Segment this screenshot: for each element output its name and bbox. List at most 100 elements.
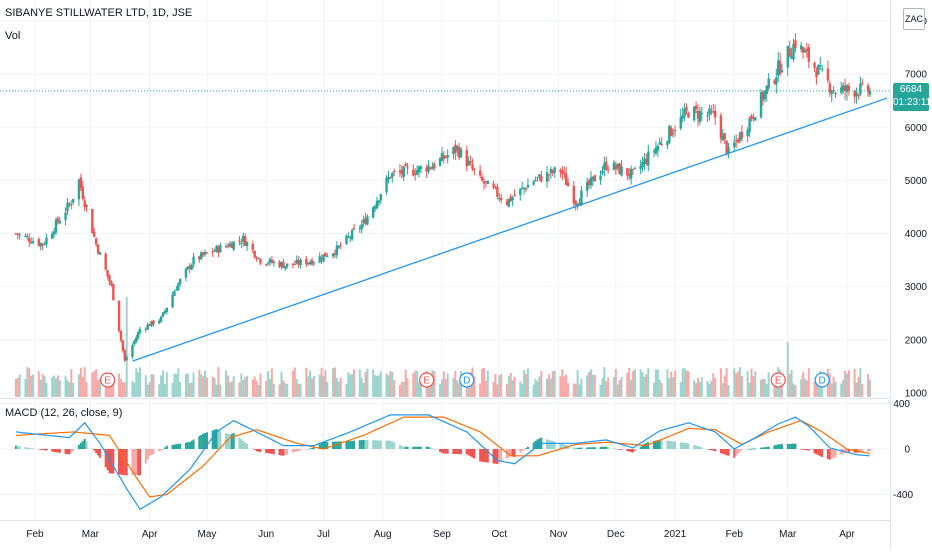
macd-histogram-bar: [79, 442, 82, 449]
volume-bar: [433, 371, 436, 397]
macd-histogram-bar: [867, 449, 870, 452]
volume-bar: [748, 382, 751, 397]
volume-bar: [721, 383, 724, 397]
macd-histogram-bar: [708, 449, 711, 450]
volume-bar: [77, 374, 80, 397]
volume-bar: [332, 368, 335, 397]
candle-body: [43, 243, 46, 245]
time-tick-label: Dec: [607, 529, 625, 540]
volume-bar: [737, 371, 740, 397]
candle-body: [706, 115, 709, 117]
volume-bar: [179, 381, 182, 397]
volume-bar: [372, 369, 375, 397]
macd-histogram-bar: [177, 443, 180, 449]
volume-bar: [171, 382, 174, 397]
time-tick-label: Mar: [779, 529, 797, 540]
candle-body: [765, 85, 768, 95]
volume-bar: [746, 370, 749, 397]
candle-body: [349, 237, 352, 239]
macd-histogram-bar: [605, 446, 608, 449]
candle-body: [639, 165, 642, 170]
volume-bar: [58, 380, 61, 397]
candle-body: [572, 185, 575, 204]
candle-body: [108, 275, 111, 282]
macd-histogram-bar: [238, 437, 241, 449]
macd-histogram-bar: [202, 433, 205, 449]
macd-label: MACD (12, 26, close, 9): [5, 407, 123, 419]
macd-histogram-bar: [213, 429, 216, 449]
candle-body: [645, 159, 648, 164]
candle-body: [631, 168, 635, 170]
volume-bar: [559, 376, 562, 397]
volume-bar: [712, 373, 715, 397]
volume-bar: [291, 371, 294, 397]
volume-bar: [727, 384, 730, 397]
candle-body: [618, 163, 621, 175]
macd-histogram-bar: [230, 433, 233, 449]
volume-bar: [278, 384, 281, 397]
macd-histogram-bar: [297, 449, 300, 451]
volume-bar: [226, 375, 229, 397]
volume-bar: [68, 382, 71, 397]
macd-histogram-bar: [26, 447, 29, 449]
candle-body: [240, 242, 243, 244]
candle-body: [828, 83, 832, 93]
candle-body: [733, 142, 736, 148]
macd-histogram-bar: [735, 449, 738, 456]
candle-body: [312, 262, 316, 264]
volume-bar: [687, 371, 690, 397]
macd-histogram-bar: [139, 449, 142, 476]
volume-bar: [56, 375, 59, 397]
volume-bar: [419, 381, 422, 397]
macd-histogram-bar: [777, 444, 780, 449]
candle-body: [859, 83, 862, 95]
volume-bar: [498, 375, 501, 397]
candle-body: [24, 235, 27, 237]
volume-bar: [253, 376, 256, 397]
macd-histogram-bar: [723, 449, 726, 455]
volume-bar: [484, 380, 487, 397]
volume-bar: [188, 383, 191, 397]
macd-histogram-bar: [840, 449, 843, 455]
candle-body: [803, 50, 807, 53]
macd-histogram-bar: [419, 446, 422, 449]
macd-histogram-bar: [204, 432, 207, 449]
macd-histogram-bar: [37, 449, 40, 450]
macd-histogram-bar: [815, 449, 818, 455]
candle-body: [91, 209, 94, 234]
macd-tick-label: 400: [893, 399, 910, 410]
macd-histogram-bar: [389, 440, 392, 449]
macd-histogram-bar: [767, 446, 770, 449]
volume-bar: [855, 382, 858, 397]
macd-histogram-bar: [578, 447, 581, 449]
candle-body: [692, 106, 696, 121]
macd-histogram-bar: [433, 449, 436, 450]
volume-bar: [511, 380, 514, 397]
volume-bar: [612, 377, 615, 397]
volume-bar: [318, 374, 321, 397]
volume-bar: [486, 370, 489, 397]
candle-body: [106, 270, 109, 277]
macd-histogram-bar: [257, 449, 260, 452]
macd-line: [15, 414, 870, 511]
candle-body: [861, 82, 864, 84]
macd-histogram-bar: [632, 449, 635, 453]
candle-body: [373, 206, 377, 209]
candle-body: [243, 236, 247, 246]
macd-histogram-bar: [205, 432, 208, 449]
candle-body: [431, 166, 434, 170]
macd-histogram-bar: [412, 446, 415, 449]
macd-histogram-bar: [242, 440, 245, 449]
macd-histogram-bar: [525, 448, 528, 449]
currency-button[interactable]: ZAC: [903, 8, 925, 30]
volume-bar: [374, 375, 377, 397]
volume-bar: [473, 376, 476, 397]
macd-histogram-bar: [24, 447, 27, 449]
candle-body: [77, 179, 81, 200]
macd-histogram-bar: [93, 449, 96, 451]
volume-bar: [853, 368, 856, 397]
macd-histogram-bar: [30, 448, 33, 449]
volume-bar: [805, 380, 808, 397]
